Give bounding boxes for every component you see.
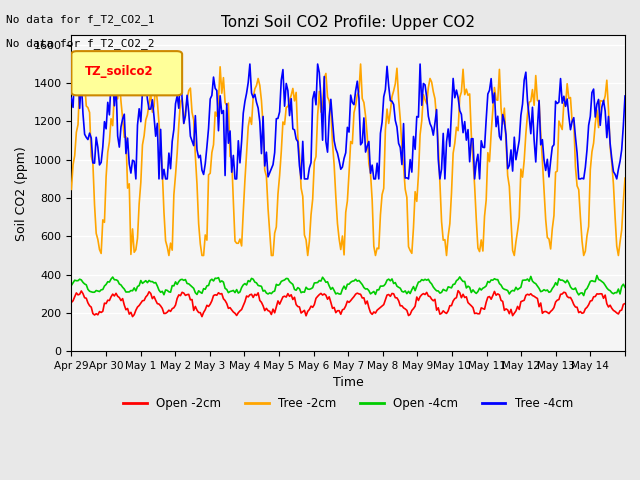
Text: TZ_soilco2: TZ_soilco2 (85, 65, 154, 78)
X-axis label: Time: Time (333, 376, 364, 389)
Y-axis label: Soil CO2 (ppm): Soil CO2 (ppm) (15, 146, 28, 240)
Text: No data for f_T2_CO2_1: No data for f_T2_CO2_1 (6, 14, 155, 25)
Legend: Open -2cm, Tree -2cm, Open -4cm, Tree -4cm: Open -2cm, Tree -2cm, Open -4cm, Tree -4… (118, 392, 578, 415)
FancyBboxPatch shape (72, 51, 182, 96)
Text: No data for f_T2_CO2_2: No data for f_T2_CO2_2 (6, 38, 155, 49)
Title: Tonzi Soil CO2 Profile: Upper CO2: Tonzi Soil CO2 Profile: Upper CO2 (221, 15, 476, 30)
